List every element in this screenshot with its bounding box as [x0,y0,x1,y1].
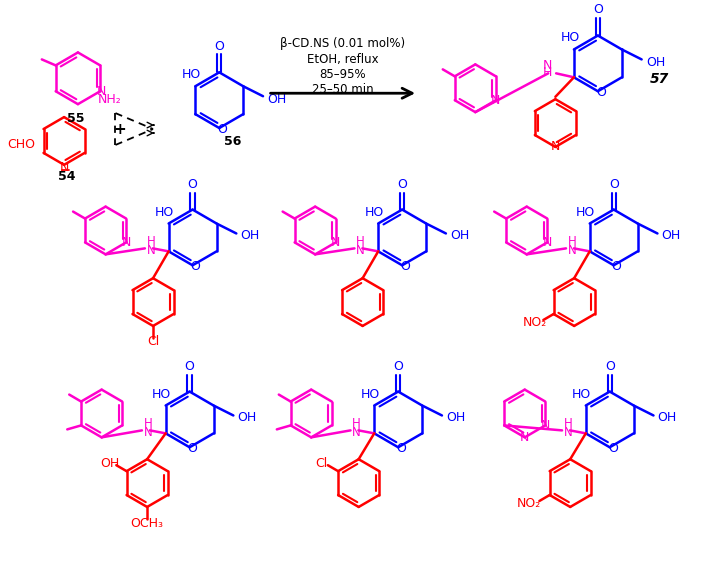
Text: EtOH, reflux: EtOH, reflux [307,53,379,66]
Text: HO: HO [182,68,201,81]
Text: O: O [214,40,224,53]
Text: OH: OH [267,93,286,106]
Text: N: N [96,85,106,98]
Text: OH: OH [450,229,469,242]
Text: 85–95%: 85–95% [320,68,366,81]
Text: H: H [147,235,155,248]
Text: β-CD.NS (0.01 mol%): β-CD.NS (0.01 mol%) [280,37,406,50]
Text: 56: 56 [225,136,242,149]
Text: H: H [143,417,152,430]
Text: OH: OH [238,411,257,424]
Text: HO: HO [572,388,591,401]
Text: OH: OH [446,411,465,424]
Text: O: O [393,360,403,373]
Text: HO: HO [560,31,579,44]
Text: HO: HO [576,206,596,219]
Text: N: N [520,431,530,444]
Text: O: O [188,178,198,191]
Text: N: N [543,59,552,72]
Text: N: N [551,141,560,153]
Text: O: O [609,178,619,191]
Text: CHO: CHO [8,138,35,152]
Text: N: N [352,426,361,439]
Text: O: O [396,442,406,455]
Text: O: O [184,360,194,373]
Text: OH: OH [646,56,665,69]
Text: N: N [564,426,572,439]
Text: 57: 57 [649,72,669,86]
Text: N: N [147,244,155,257]
Text: +: + [113,121,125,137]
Text: 54: 54 [58,170,76,183]
Text: H: H [568,235,576,248]
Text: NO₂: NO₂ [523,316,547,329]
Text: H: H [564,417,572,430]
Text: H: H [352,417,361,430]
Text: N: N [540,419,550,432]
Text: N: N [60,161,69,174]
Text: N: N [331,236,340,249]
Text: OH: OH [661,229,681,242]
Text: OH: OH [101,456,120,470]
Text: N: N [356,244,364,257]
Text: HO: HO [364,206,384,219]
Text: O: O [188,442,198,455]
Text: NH₂: NH₂ [98,93,121,106]
Text: OH: OH [658,411,677,424]
Text: O: O [400,260,410,273]
Text: 55: 55 [67,112,84,125]
Text: O: O [612,260,622,273]
Text: OCH₃: OCH₃ [130,517,164,530]
Text: OH: OH [240,229,259,242]
Text: N: N [542,236,552,249]
Text: N: N [491,94,501,107]
Text: O: O [605,360,615,373]
Text: HO: HO [155,206,174,219]
Text: O: O [608,442,618,455]
Text: 25–50 min: 25–50 min [312,83,374,96]
Text: N: N [121,236,131,249]
Text: HO: HO [361,388,380,401]
Text: H: H [543,66,552,79]
Text: Cl: Cl [147,335,160,348]
Text: N: N [568,244,576,257]
Text: H: H [356,235,364,248]
Text: NO₂: NO₂ [517,497,541,510]
Text: Cl: Cl [315,456,327,470]
Text: O: O [596,86,605,99]
Text: O: O [593,3,603,16]
Text: O: O [397,178,407,191]
Text: HO: HO [152,388,172,401]
Text: O: O [217,122,227,136]
Text: N: N [143,426,152,439]
Text: O: O [191,260,201,273]
